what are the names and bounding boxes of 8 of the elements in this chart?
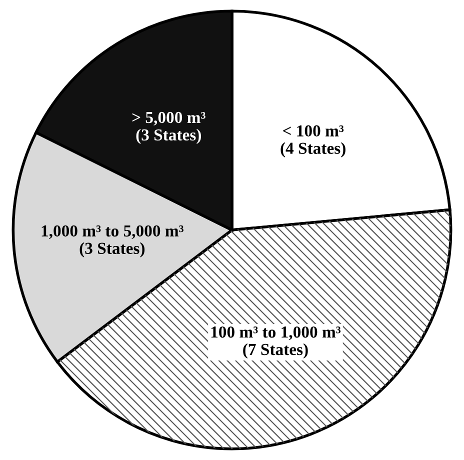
data-label: (3 States) [80,242,145,258]
slice-label: 1,000 m³ to 5,000 m³ [42,225,184,239]
slice-label: 100 m³ to 1,000 m³ [211,326,341,340]
slice-label: > 5,000 m³ [132,112,206,126]
data-label: (7 States) [243,343,308,359]
data-label: (4 States) [280,142,346,158]
data-label: (3 States) [136,128,201,144]
slice-label: < 100 m³ [283,125,344,137]
